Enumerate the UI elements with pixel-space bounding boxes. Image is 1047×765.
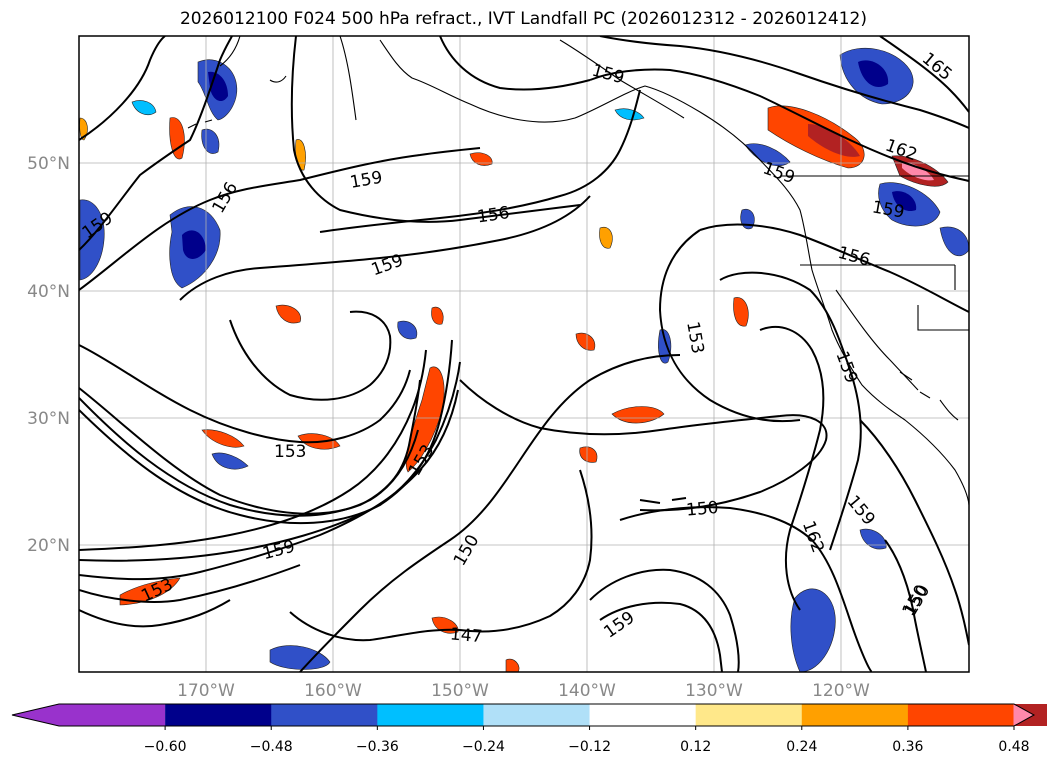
colorbar-segment [1013,704,1034,726]
longitude-labels: 170°W 160°W 150°W 140°W 130°W 120°W [177,681,870,701]
colorbar-tick-label: 0.36 [892,739,923,755]
colorbar-segment [377,704,484,726]
map-title: 2026012100 F024 500 hPa refract., IVT La… [179,9,867,29]
lat-label: 30°N [27,409,70,429]
contour-label: 156 [476,203,511,227]
lon-label: 160°W [304,681,362,701]
map-area: 159 165 159 162 150 159 156 156 159 159 … [79,36,969,672]
colorbar-segment [271,704,378,726]
lat-label: 20°N [27,536,70,556]
coastlines [187,36,969,506]
colorbar-segment [165,704,272,726]
contour-label: 153 [274,442,306,462]
colorbar-segment [12,704,166,726]
colorbar-segment [695,704,803,726]
latitude-labels: 50°N 40°N 30°N 20°N [27,154,70,556]
colorbar-tick-label: 0.48 [998,739,1029,755]
contour-label: 147 [449,624,483,647]
lon-label: 130°W [685,681,743,701]
contour-lines [79,36,969,672]
lon-label: 170°W [177,681,235,701]
colorbar-outline [11,703,1036,727]
map-frame [78,35,970,673]
graticule [79,36,969,672]
lat-label: 50°N [27,154,70,174]
colorbar-segment [801,704,909,726]
lon-label: 140°W [558,681,616,701]
colorbar-tick-label: −0.24 [462,739,505,755]
lat-label: 40°N [27,282,70,302]
anomaly-shading [79,48,969,672]
colorbar-segment [907,704,1015,726]
lon-label: 120°W [812,681,870,701]
colorbar-tick-label: −0.60 [144,739,187,755]
colorbar: −0.60 −0.48 −0.36 −0.24 −0.12 0.12 0.24 0.36 0.4… [11,703,1047,755]
colorbar-tick-label: 0.24 [786,739,817,755]
lon-label: 150°W [431,681,489,701]
colorbar-tick-label: −0.12 [568,739,611,755]
colorbar-segment [483,704,591,726]
colorbar-tick-label: −0.48 [250,739,293,755]
contour-label: 150 [685,498,719,521]
colorbar-tick-label: 0.12 [680,739,711,755]
colorbar-tick-label: −0.36 [356,739,399,755]
colorbar-segment [589,704,697,726]
